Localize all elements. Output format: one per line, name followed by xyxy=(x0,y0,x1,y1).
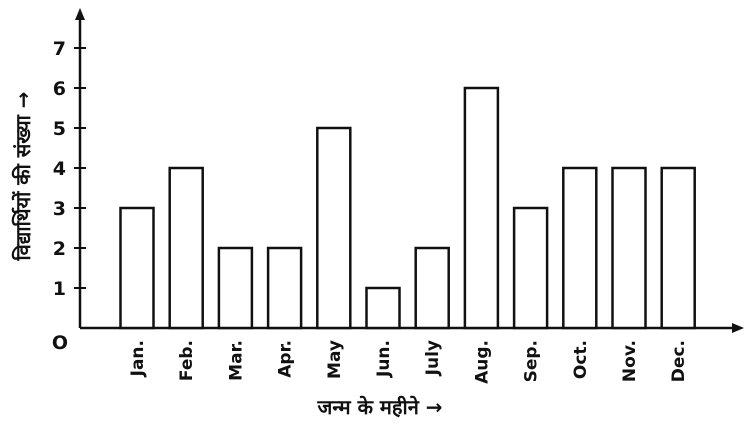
bar xyxy=(266,246,303,330)
bar xyxy=(365,286,401,330)
bars xyxy=(119,86,696,330)
x-tick-label: May xyxy=(325,340,345,379)
y-ticks: 1 2 3 4 5 6 7 xyxy=(53,38,86,300)
x-tick-label: Apr. xyxy=(276,340,296,378)
x-tick-label: Dec. xyxy=(669,340,689,382)
bar xyxy=(316,126,352,330)
y-axis-arrowhead xyxy=(75,8,85,20)
bar xyxy=(512,206,549,330)
origin-label: O xyxy=(52,332,68,354)
bar xyxy=(119,206,155,330)
x-tick-label: July xyxy=(423,340,443,376)
bar xyxy=(414,246,450,330)
x-tick-label: Oct. xyxy=(571,340,591,379)
x-tick-label: Feb. xyxy=(177,340,197,381)
y-tick-label: 1 xyxy=(53,278,66,300)
bar xyxy=(168,166,204,330)
x-tick-labels: Jan. Feb. Mar. Apr. May Jun. July Aug. Sep. Oct. N… xyxy=(128,340,689,384)
y-tick-label: 3 xyxy=(53,198,66,220)
x-tick-label: Aug. xyxy=(472,340,492,384)
y-tick-label: 4 xyxy=(53,158,66,180)
bar xyxy=(562,166,598,330)
bar xyxy=(217,246,254,330)
x-tick-label: Sep. xyxy=(522,340,542,382)
x-tick-label: Mar. xyxy=(226,340,246,381)
y-tick-label: 6 xyxy=(53,78,66,100)
x-axis-label: जन्म के महीने → xyxy=(316,395,442,419)
bar xyxy=(463,86,500,330)
bar xyxy=(611,166,647,330)
y-tick-label: 7 xyxy=(53,38,66,60)
x-axis-arrowhead xyxy=(732,323,744,333)
y-tick-label: 2 xyxy=(53,238,66,260)
x-tick-label: Jan. xyxy=(128,340,148,377)
x-tick-label: Nov. xyxy=(620,340,640,382)
x-tick-label: Jun. xyxy=(374,340,394,378)
y-axis-label: विद्यार्थियों की संख्या → xyxy=(11,91,35,261)
y-tick-label: 5 xyxy=(53,118,66,140)
bar xyxy=(660,166,696,330)
